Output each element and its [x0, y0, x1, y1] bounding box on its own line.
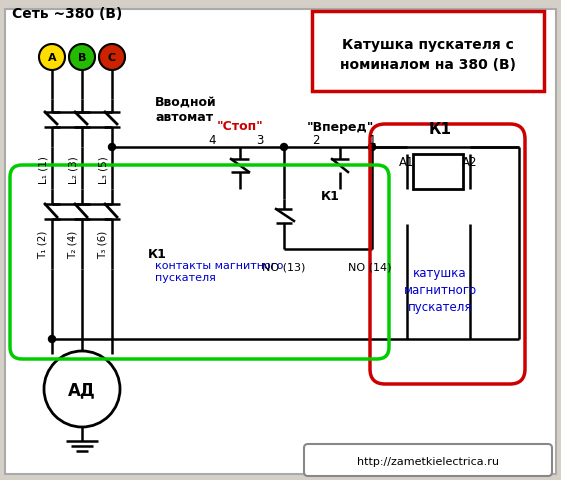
Text: 4: 4 — [208, 133, 216, 146]
FancyBboxPatch shape — [5, 10, 556, 474]
Circle shape — [369, 144, 375, 151]
Circle shape — [99, 45, 125, 71]
Circle shape — [39, 45, 65, 71]
Circle shape — [280, 144, 287, 151]
Text: http://zametkielectrica.ru: http://zametkielectrica.ru — [357, 456, 499, 466]
Text: А2: А2 — [462, 156, 478, 169]
Text: катушка
магнитного
пускателя: катушка магнитного пускателя — [403, 266, 476, 313]
Text: В: В — [78, 53, 86, 63]
Text: К1: К1 — [148, 248, 167, 261]
Text: L₃ (5): L₃ (5) — [98, 156, 108, 183]
Text: С: С — [108, 53, 116, 63]
Text: Катушка пускателя с
номиналом на 380 (В): Катушка пускателя с номиналом на 380 (В) — [340, 38, 516, 72]
Circle shape — [369, 144, 375, 151]
Text: К1: К1 — [429, 122, 452, 137]
Text: T₃ (6): T₃ (6) — [98, 230, 108, 259]
Text: А1: А1 — [399, 156, 415, 169]
Text: Сеть ~380 (В): Сеть ~380 (В) — [12, 7, 122, 21]
Circle shape — [69, 45, 95, 71]
FancyBboxPatch shape — [312, 12, 544, 92]
Text: L₁ (1): L₁ (1) — [38, 156, 48, 183]
Text: А: А — [48, 53, 56, 63]
Circle shape — [108, 144, 116, 151]
FancyBboxPatch shape — [413, 155, 463, 190]
Text: T₁ (2): T₁ (2) — [38, 230, 48, 259]
Text: 3: 3 — [256, 133, 264, 146]
Text: T₂ (4): T₂ (4) — [68, 230, 78, 259]
Text: NO (14): NO (14) — [348, 263, 392, 273]
Circle shape — [44, 351, 120, 427]
Text: "Стоп": "Стоп" — [217, 120, 263, 133]
Circle shape — [48, 336, 56, 343]
Text: Вводной
автомат: Вводной автомат — [155, 96, 217, 124]
Text: 1: 1 — [368, 133, 376, 146]
Text: 2: 2 — [312, 133, 320, 146]
Text: К1: К1 — [320, 190, 339, 203]
Text: L₂ (3): L₂ (3) — [68, 156, 78, 183]
Text: АД: АД — [68, 380, 96, 398]
Text: NO (13): NO (13) — [263, 263, 306, 273]
Text: "Вперед": "Вперед" — [306, 120, 374, 133]
Text: контакты магнитного
пускателя: контакты магнитного пускателя — [155, 261, 283, 282]
FancyBboxPatch shape — [304, 444, 552, 476]
